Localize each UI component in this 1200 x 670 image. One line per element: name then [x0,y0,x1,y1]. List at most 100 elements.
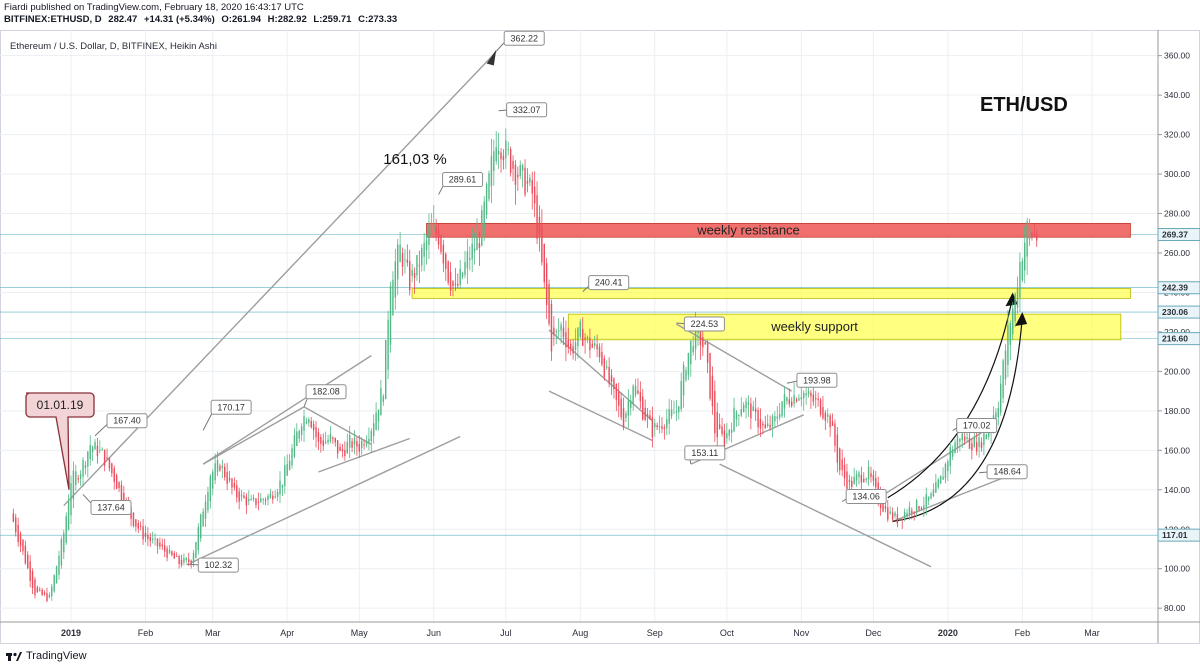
candle-body [620,398,622,418]
candle-body [704,342,706,345]
candle-body [658,425,661,427]
candle-body [795,399,798,402]
candle-body [632,386,634,405]
candle-body [308,419,310,423]
candle-body [144,532,147,537]
candle-body [538,216,541,234]
candle-body [754,408,757,412]
candle-body [637,390,639,394]
candle-body [423,242,425,257]
candle-body [935,482,937,493]
candle-body [159,542,161,547]
candle-body [312,424,315,431]
candle-body [260,498,262,503]
candle-body [89,445,91,460]
candle-body [560,324,562,331]
trend-line [719,463,932,568]
candle-body [661,426,663,429]
candle-body [476,236,478,251]
candle-body [949,447,951,467]
candle-body [219,465,221,471]
candle-body [483,201,485,228]
candle-body [495,147,497,162]
candle-body [961,433,963,441]
price-tag [1157,528,1200,542]
candle-body [781,401,783,416]
candle-body [39,589,41,591]
candle-body [942,476,944,480]
candle-body [209,476,212,502]
candle-body [334,438,336,443]
footer-brand: TradingView [26,650,87,662]
candle-body [454,283,457,285]
candle-body [31,571,34,588]
x-tick-label: Jun [426,628,441,638]
candle-body [937,479,939,488]
candle-body [666,419,668,429]
candle-body [464,262,466,275]
candle-body [887,507,889,520]
candle-body [591,343,594,348]
candle-body [543,243,545,283]
candle-body [274,496,276,498]
candle-body [1031,233,1033,236]
candle-body [322,440,324,446]
y-tick-label: 100.00 [1164,564,1190,574]
callout-box [986,464,1028,480]
candle-body [978,437,980,447]
candle-body [1014,293,1016,322]
candle-body [584,337,586,340]
candle-body [872,475,875,481]
candle-body [550,303,553,352]
date-callout-label: 01.01.19 [37,398,84,412]
candle-body [822,406,824,419]
candle-body [442,244,445,264]
candle-body [622,408,625,428]
candle-body [728,429,730,436]
candle-body [200,514,202,539]
callout-label: 182.08 [312,387,340,397]
candle-body [226,472,228,484]
candle-body [363,444,365,446]
candle-body [409,261,411,291]
candle-body [517,174,519,178]
candle-body [889,511,891,514]
candle-body [257,501,260,503]
candle-body [84,464,87,469]
big-label: ETH/USD [980,94,1068,116]
candle-body [156,538,159,547]
candle-body [968,438,971,449]
candle-body [440,237,442,252]
candle-body [91,446,94,453]
candle-body [1004,350,1007,380]
candle-body [207,491,209,511]
support-zone [411,288,1131,299]
candle-body [899,518,901,520]
candle-body [317,432,320,442]
candle-body [341,448,344,452]
candle-body [168,549,171,554]
candle-body [77,478,79,480]
candle-body [300,426,303,435]
candle-body [939,475,942,484]
candle-body [812,394,815,402]
candle-body [332,437,334,439]
candle-body [596,344,598,350]
candle-body [433,223,435,231]
support-zone [567,313,1122,341]
candle-body [161,544,164,547]
candle-body [1019,262,1021,298]
candle-body [392,279,394,316]
candle-body [956,435,959,448]
candle-body [654,423,656,428]
callout-box [796,372,838,388]
candle-body [863,478,865,482]
y-tick-label: 140.00 [1164,485,1190,495]
trend-line [303,406,372,446]
trend-line [202,355,372,465]
candle-body [750,403,752,419]
candle-body [925,494,927,507]
callout-box [90,499,132,515]
candle-body [932,489,935,497]
